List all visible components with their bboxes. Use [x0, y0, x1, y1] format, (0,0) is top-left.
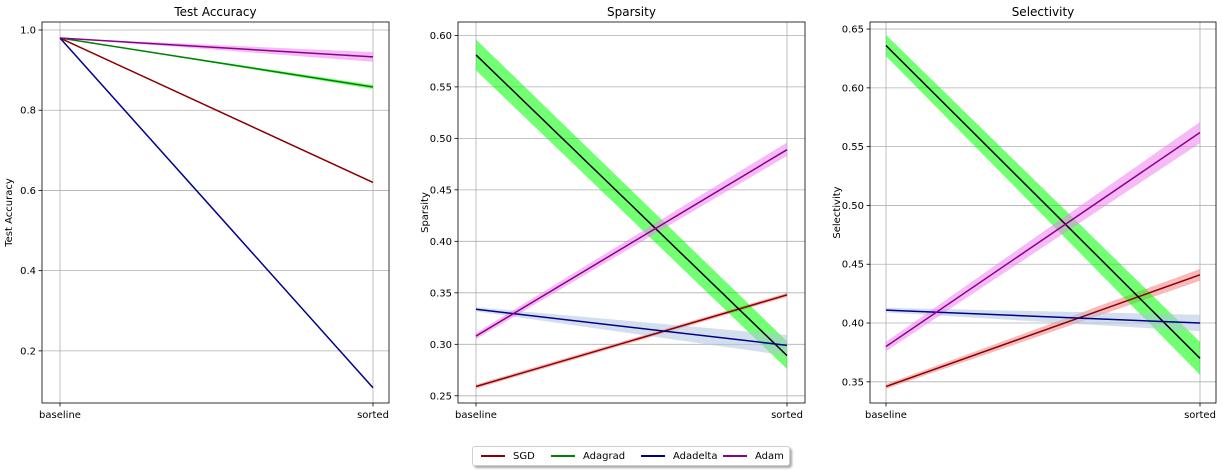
- x-tick-label-baseline: baseline: [39, 410, 81, 421]
- y-tick-label: 0.6: [20, 186, 36, 197]
- legend-label-adadelta: Adadelta: [673, 450, 718, 462]
- panel-test-accuracy: 0.2 0.4 0.6 0.8 1.0 baseline sorted Test Accura…: [4, 5, 390, 421]
- series-line-adam: [885, 131, 1201, 348]
- y-tick-label: 1.0: [20, 26, 36, 37]
- series-line-adagrad: [475, 54, 788, 357]
- legend-label-adam: Adam: [755, 450, 784, 462]
- x-tick-label-sorted: sorted: [771, 410, 803, 421]
- y-tick-label: 0.2: [20, 346, 36, 357]
- x-tick-label-sorted: sorted: [1184, 410, 1216, 421]
- axes-frame: [41, 21, 390, 404]
- series-line-adam: [59, 37, 374, 58]
- y-tick-label: 0.60: [430, 31, 452, 42]
- panel-selectivity: 0.35 0.40 0.45 0.50 0.55 0.60 0.65 baseline sort…: [832, 5, 1217, 421]
- y-tick-label: 0.65: [842, 25, 864, 36]
- y-tick-label: 0.40: [842, 319, 864, 330]
- y-tick-label: 0.45: [430, 185, 452, 196]
- series-line-adagrad: [885, 44, 1201, 359]
- legend-label-adagrad: Adagrad: [583, 450, 626, 462]
- series-line-adagrad: [59, 37, 374, 88]
- y-tick-label: 0.8: [20, 106, 36, 117]
- y-tick-label: 0.35: [430, 288, 452, 299]
- series-line-sgd: [475, 294, 788, 388]
- x-tick-label-baseline: baseline: [865, 410, 907, 421]
- y-tick-label: 0.50: [842, 201, 864, 212]
- y-tick-label: 0.45: [842, 260, 864, 271]
- y-tick-label: 0.25: [430, 391, 452, 402]
- legend-item-adadelta: Adadelta: [641, 447, 717, 465]
- legend-item-adam: Adam: [723, 447, 784, 465]
- y-tick-label: 0.4: [20, 266, 36, 277]
- legend-swatch-sgd: [481, 455, 505, 457]
- y-axis-label: Test Accuracy: [4, 178, 15, 248]
- series-line-adadelta: [59, 37, 374, 389]
- panel-sparsity: 0.25 0.30 0.35 0.40 0.45 0.50 0.55 0.60 baseline…: [420, 5, 806, 421]
- x-tick-label-baseline: baseline: [455, 410, 497, 421]
- y-axis-label: Selectivity: [832, 186, 843, 238]
- band-adadelta: [476, 307, 787, 356]
- band-sgd: [886, 268, 1200, 389]
- legend-item-adagrad: Adagrad: [551, 447, 625, 465]
- chart-title: Sparsity: [607, 5, 656, 19]
- chart-title: Test Accuracy: [173, 5, 256, 19]
- series-line-sgd: [59, 37, 374, 184]
- x-tick-label-sorted: sorted: [357, 410, 389, 421]
- series-line-adadelta: [475, 308, 788, 347]
- series-line-adadelta: [885, 309, 1201, 324]
- series-line-sgd: [885, 274, 1201, 388]
- band-adam: [60, 38, 373, 62]
- y-tick-label: 0.30: [430, 340, 452, 351]
- y-tick-label: 0.40: [430, 237, 452, 248]
- legend-swatch-adam: [723, 455, 747, 457]
- y-axis-label: Sparsity: [420, 192, 431, 233]
- axes-frame: [457, 21, 806, 404]
- y-tick-label: 0.55: [430, 82, 452, 93]
- y-tick-label: 0.35: [842, 377, 864, 388]
- axes-frame: [869, 21, 1217, 404]
- y-tick-label: 0.50: [430, 134, 452, 145]
- legend-swatch-adagrad: [551, 455, 575, 457]
- legend-swatch-adadelta: [641, 455, 665, 457]
- y-tick-label: 0.60: [842, 83, 864, 94]
- legend-item-sgd: SGD: [481, 447, 535, 465]
- chart-title: Selectivity: [1012, 5, 1075, 19]
- legend: SGD Adagrad Adadelta Adam: [472, 446, 790, 466]
- legend-label-sgd: SGD: [513, 450, 535, 462]
- band-adagrad: [886, 34, 1200, 375]
- y-tick-label: 0.55: [842, 142, 864, 153]
- series-line-adam: [475, 149, 788, 337]
